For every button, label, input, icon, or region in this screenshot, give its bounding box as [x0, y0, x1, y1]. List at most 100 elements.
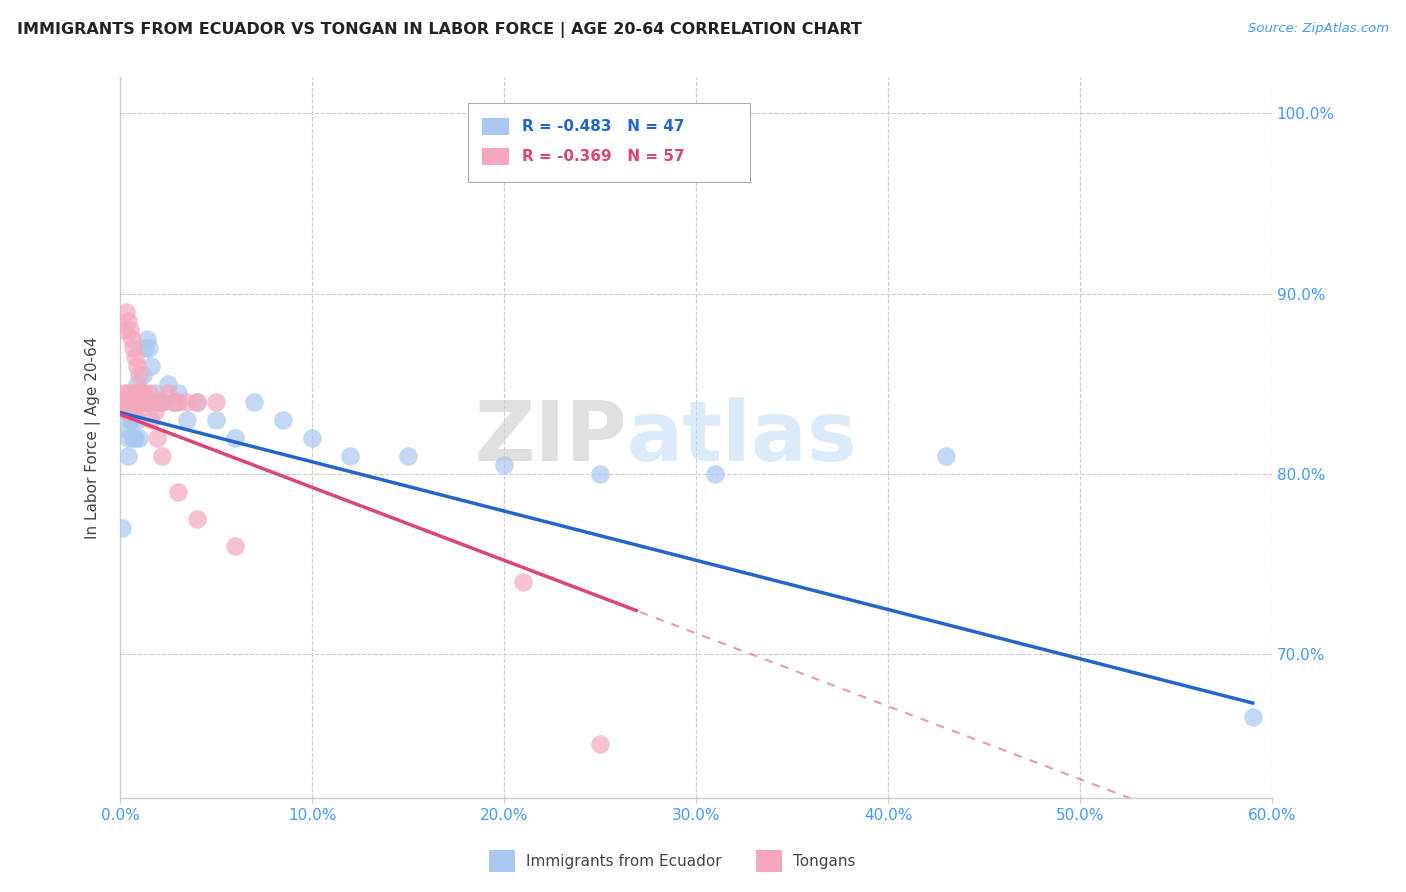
Point: [148, 394, 170, 409]
Point: [132, 385, 155, 400]
Point: [148, 394, 170, 409]
Text: ZIP: ZIP: [474, 397, 627, 478]
Point: [186, 394, 208, 409]
Point: [512, 574, 534, 589]
Point: [704, 467, 727, 481]
Point: [129, 394, 152, 409]
Text: Source: ZipAtlas.com: Source: ZipAtlas.com: [1249, 22, 1389, 36]
Point: [122, 385, 145, 400]
Point: [163, 394, 186, 409]
Point: [114, 403, 136, 417]
Point: [114, 403, 136, 417]
Point: [243, 394, 266, 409]
Point: [124, 431, 146, 445]
Point: [138, 341, 160, 355]
Point: [111, 394, 134, 409]
Point: [112, 385, 135, 400]
Point: [122, 341, 145, 355]
Y-axis label: In Labor Force | Age 20-64: In Labor Force | Age 20-64: [86, 336, 101, 539]
Point: [139, 359, 162, 373]
Point: [135, 394, 157, 409]
Point: [224, 539, 246, 553]
Point: [112, 323, 135, 337]
Point: [132, 385, 155, 400]
Point: [128, 385, 150, 400]
Point: [124, 385, 146, 400]
Point: [112, 394, 135, 409]
Text: Tongans: Tongans: [793, 854, 855, 869]
Point: [128, 385, 150, 400]
Point: [492, 458, 515, 472]
Point: [138, 385, 160, 400]
Point: [121, 403, 143, 417]
Point: [186, 512, 208, 526]
Point: [205, 394, 228, 409]
Point: [118, 403, 141, 417]
Point: [150, 394, 173, 409]
Point: [139, 413, 162, 427]
Point: [150, 449, 173, 463]
Point: [117, 403, 139, 417]
FancyBboxPatch shape: [468, 103, 751, 182]
Point: [157, 376, 180, 391]
Text: R = -0.483   N = 47: R = -0.483 N = 47: [522, 119, 685, 134]
Point: [176, 394, 198, 409]
Point: [127, 403, 149, 417]
Point: [135, 394, 157, 409]
Point: [150, 394, 173, 409]
Point: [121, 394, 143, 409]
Point: [122, 394, 145, 409]
Point: [157, 385, 180, 400]
Point: [396, 449, 419, 463]
Point: [117, 431, 139, 445]
Point: [117, 394, 139, 409]
Point: [145, 431, 167, 445]
Point: [127, 359, 149, 373]
Point: [135, 332, 157, 346]
Point: [121, 385, 143, 400]
Text: IMMIGRANTS FROM ECUADOR VS TONGAN IN LABOR FORCE | AGE 20-64 CORRELATION CHART: IMMIGRANTS FROM ECUADOR VS TONGAN IN LAB…: [17, 22, 862, 38]
Point: [132, 368, 155, 382]
Point: [129, 394, 152, 409]
Point: [121, 394, 143, 409]
Point: [186, 394, 208, 409]
Point: [176, 413, 198, 427]
Point: [935, 449, 957, 463]
Point: [122, 394, 145, 409]
Point: [118, 394, 141, 409]
Point: [121, 332, 143, 346]
Point: [339, 449, 361, 463]
Point: [205, 413, 228, 427]
Point: [143, 385, 166, 400]
Point: [122, 431, 145, 445]
Point: [121, 385, 143, 400]
Point: [112, 394, 135, 409]
Point: [114, 394, 136, 409]
Point: [589, 467, 612, 481]
Point: [117, 449, 139, 463]
Point: [128, 368, 150, 382]
Point: [143, 403, 166, 417]
Point: [127, 394, 149, 409]
Point: [124, 394, 146, 409]
Point: [124, 394, 146, 409]
Point: [224, 431, 246, 445]
Point: [139, 394, 162, 409]
Point: [118, 413, 141, 427]
Point: [122, 394, 145, 409]
Point: [118, 323, 141, 337]
Point: [589, 737, 612, 751]
Text: atlas: atlas: [627, 397, 858, 478]
Point: [166, 385, 188, 400]
Point: [134, 394, 156, 409]
Text: R = -0.369   N = 57: R = -0.369 N = 57: [522, 149, 685, 164]
Point: [128, 431, 150, 445]
Point: [121, 413, 143, 427]
Point: [166, 484, 188, 499]
Point: [114, 422, 136, 436]
Point: [111, 521, 134, 535]
FancyBboxPatch shape: [482, 148, 509, 165]
Text: Immigrants from Ecuador: Immigrants from Ecuador: [526, 854, 721, 869]
Point: [301, 431, 323, 445]
Point: [114, 304, 136, 318]
